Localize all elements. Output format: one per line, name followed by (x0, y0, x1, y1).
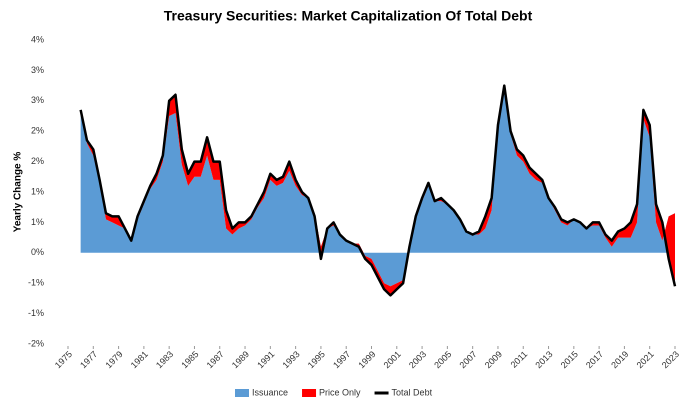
x-tick-label: 1985 (179, 349, 200, 370)
y-axis-label: Yearly Change % (13, 152, 24, 233)
x-tick-label: 1987 (205, 349, 226, 370)
x-tick-label: 2019 (609, 349, 630, 370)
chart-title: Treasury Securities: Market Capitalizati… (164, 8, 533, 24)
x-tick-label: 2009 (483, 349, 504, 370)
y-tick-label: 2% (31, 126, 44, 136)
x-tick-label: 1981 (129, 349, 150, 370)
legend-item: Issuance (235, 387, 288, 397)
x-tick-label: 2005 (432, 349, 453, 370)
x-tick-label: 1997 (331, 349, 352, 370)
x-tick-label: 2015 (559, 349, 580, 370)
y-tick-label: 0% (31, 247, 44, 257)
x-tick-label: 1999 (356, 349, 377, 370)
x-tick-label: 1991 (255, 349, 276, 370)
legend-swatch (302, 389, 317, 397)
legend-item: Price Only (302, 387, 361, 397)
x-tick-label: 1979 (103, 349, 124, 370)
x-tick-label: 2017 (584, 349, 605, 370)
y-tick-label: 2% (31, 156, 44, 166)
issuance-area (80, 91, 676, 287)
x-tick-label: 1983 (154, 349, 175, 370)
x-tick-label: 2013 (533, 349, 554, 370)
legend-swatch (235, 389, 249, 397)
x-tick-label: 2011 (509, 349, 530, 370)
x-tick-label: 1993 (280, 349, 301, 370)
y-tick-label: 3% (31, 95, 44, 105)
x-tick-label: 1975 (53, 349, 74, 370)
legend-label: Issuance (252, 387, 288, 397)
y-tick-label: 1% (31, 217, 44, 227)
x-tick-label: 2007 (458, 349, 479, 370)
y-tick-label: -1% (28, 278, 44, 288)
y-tick-label: 3% (31, 65, 44, 75)
total-line (79, 84, 677, 297)
x-tick-label: 2023 (660, 349, 681, 370)
legend-label: Total Debt (392, 387, 433, 397)
legend-label: Price Only (319, 387, 361, 397)
x-tick-label: 2021 (635, 349, 656, 370)
y-tick-label: 4% (31, 34, 44, 44)
legend-item: Total Debt (374, 387, 433, 397)
y-tick-label: 1% (31, 186, 44, 196)
y-tick-label: -1% (28, 308, 44, 318)
x-tick-label: 2003 (407, 349, 428, 370)
x-tick-label: 2001 (382, 349, 403, 370)
x-tick-label: 1977 (78, 349, 99, 370)
x-tick-label: 1995 (306, 349, 327, 370)
y-tick-label: -2% (28, 338, 44, 348)
x-tick-label: 1989 (230, 349, 251, 370)
